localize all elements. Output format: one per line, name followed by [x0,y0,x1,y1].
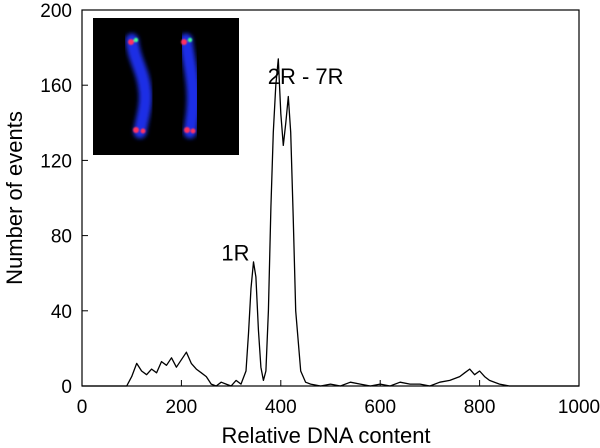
y-tick-label: 80 [51,227,72,248]
x-tick-label: 800 [464,397,496,418]
x-tick-label: 0 [77,397,88,418]
fluorescent-spots [128,37,196,134]
x-axis-title: Relative DNA content [221,423,430,448]
y-tick-label: 120 [40,151,72,172]
inset-image [93,18,239,155]
annotation-label: 1R [221,241,249,266]
x-tick-label: 200 [166,397,198,418]
y-tick-label: 0 [61,377,72,398]
y-tick-label: 200 [40,1,72,22]
axis-ticks [81,9,580,387]
y-tick-label: 40 [51,302,72,323]
chromosome-left [125,33,152,139]
chromosome-right [179,33,200,139]
x-tick-label: 400 [265,397,297,418]
annotation-label: 2R - 7R [268,64,344,89]
y-tick-label: 160 [40,76,72,97]
series-line [82,58,579,387]
inset-background [93,18,239,155]
annotations: 1R 2R - 7R [221,64,343,266]
x-tick-label: 1000 [558,397,600,418]
plot-frame [81,9,580,387]
axis-tick-labels: 0 200 400 600 800 1000 0 40 80 120 160 200 [40,1,600,418]
y-axis-title: Number of events [2,111,27,285]
x-tick-label: 600 [364,397,396,418]
